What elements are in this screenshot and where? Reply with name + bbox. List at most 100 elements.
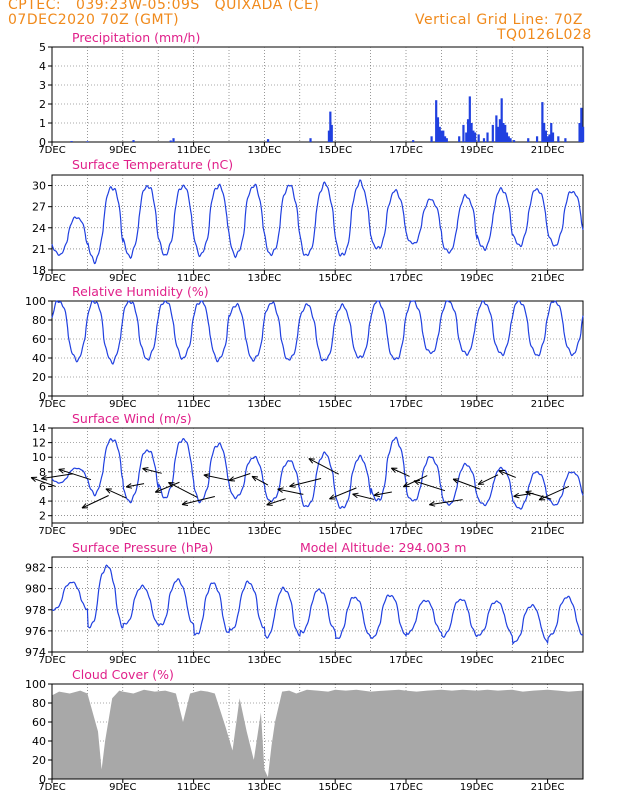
- series-line: [51, 436, 584, 510]
- precip-bar: [462, 124, 465, 142]
- panel-5: [48, 556, 584, 656]
- x-tick-label: 9DEC: [109, 782, 136, 793]
- y-tick-label: 976: [25, 625, 46, 638]
- wind-vector: [126, 483, 145, 488]
- series-line: [51, 300, 584, 365]
- y-tick-label: 982: [25, 562, 46, 575]
- x-tick-label: 11DEC: [177, 655, 211, 666]
- panel-annotation: Model Altitude: 294.003 m: [300, 540, 466, 555]
- x-tick-label: 15DEC: [318, 145, 352, 156]
- wind-arrowhead: [498, 470, 505, 476]
- y-tick-label: 8: [39, 466, 46, 479]
- wind-vector: [203, 474, 233, 482]
- precip-bar: [465, 132, 468, 142]
- wind-vector: [308, 458, 339, 475]
- x-tick-label: 19DEC: [460, 399, 494, 410]
- cloud-area: [52, 689, 583, 779]
- wind-arrowhead: [277, 487, 284, 493]
- wind-vector: [429, 499, 463, 506]
- wind-vector: [168, 482, 198, 498]
- wind-vector: [513, 492, 534, 497]
- wind-vector: [266, 498, 286, 506]
- wind-arrowhead: [477, 479, 485, 485]
- wind-vector: [498, 470, 516, 478]
- precip-bar: [504, 124, 507, 142]
- precip-bar: [86, 141, 89, 142]
- x-tick-label: 19DEC: [460, 526, 494, 537]
- precip-bar: [541, 102, 544, 142]
- precip-bar: [548, 134, 551, 142]
- wind-arrowhead: [373, 491, 380, 498]
- wind-arrowhead: [538, 495, 546, 501]
- precip-bar: [498, 119, 502, 142]
- wind-vector: [352, 493, 375, 500]
- x-tick-label: 13DEC: [248, 526, 282, 537]
- wind-vector: [41, 473, 74, 480]
- precip-bar: [557, 136, 560, 142]
- y-tick-label: 60: [32, 716, 46, 729]
- panel-title: Surface Pressure (hPa): [72, 540, 213, 555]
- y-tick-label: 3: [39, 79, 46, 92]
- precip-bar: [430, 136, 433, 142]
- precip-bar: [551, 132, 555, 142]
- y-tick-label: 980: [25, 583, 46, 596]
- x-tick-label: 19DEC: [460, 655, 494, 666]
- y-tick-label: 100: [25, 295, 46, 308]
- precip-bar: [497, 126, 500, 142]
- precip-bar: [132, 140, 135, 142]
- x-tick-label: 21DEC: [531, 655, 565, 666]
- x-tick-label: 7DEC: [38, 782, 65, 793]
- y-tick-label: 20: [32, 754, 46, 767]
- precip-bar: [412, 140, 415, 142]
- wind-arrowhead: [329, 494, 336, 500]
- precip-bar: [474, 132, 477, 142]
- wind-vector: [277, 488, 304, 495]
- x-tick-label: 7DEC: [38, 399, 65, 410]
- precip-bar: [582, 126, 585, 142]
- y-tick-label: 100: [25, 678, 46, 691]
- header-grid-note: Vertical Grid Line: 70Z: [415, 12, 583, 28]
- x-tick-label: 13DEC: [248, 273, 282, 284]
- y-tick-label: 4: [39, 60, 46, 73]
- wind-arrowhead: [58, 468, 65, 474]
- x-tick-label: 9DEC: [109, 526, 136, 537]
- header-station: CPTEC: 039:23W-05:09S QUIXADA (CE): [8, 0, 320, 13]
- x-tick-label: 19DEC: [460, 145, 494, 156]
- panel-frame: [51, 300, 584, 397]
- x-tick-label: 7DEC: [38, 655, 65, 666]
- precip-bar: [491, 124, 494, 142]
- x-tick-label: 21DEC: [531, 782, 565, 793]
- wind-vector: [289, 478, 322, 487]
- x-tick-label: 11DEC: [177, 782, 211, 793]
- precip-bar: [169, 140, 172, 142]
- precip-bar: [500, 98, 503, 142]
- panel-2: [48, 174, 584, 274]
- wind-vector: [413, 480, 446, 492]
- x-tick-label: 9DEC: [109, 655, 136, 666]
- y-tick-label: 14: [32, 422, 46, 435]
- precip-bar: [544, 130, 548, 142]
- x-tick-label: 11DEC: [177, 145, 211, 156]
- x-tick-label: 11DEC: [177, 273, 211, 284]
- precip-bar: [470, 123, 473, 142]
- precip-bar: [507, 136, 510, 142]
- x-tick-label: 17DEC: [389, 782, 423, 793]
- wind-arrowhead: [308, 458, 315, 464]
- precip-bar: [440, 130, 443, 142]
- wind-arrowhead: [266, 500, 273, 506]
- header-code: TQ0126L028: [497, 27, 592, 43]
- precip-bar: [468, 96, 471, 142]
- precip-bar: [527, 138, 530, 142]
- precip-bar: [458, 136, 461, 142]
- precip-bar: [505, 132, 509, 142]
- wind-arrowhead: [413, 479, 420, 486]
- panel-4: [30, 427, 584, 527]
- precip-bar: [509, 138, 512, 142]
- wind-vector: [525, 491, 552, 500]
- precip-bar: [442, 130, 445, 142]
- y-tick-label: 1: [39, 117, 46, 130]
- x-tick-label: 7DEC: [38, 273, 65, 284]
- wind-vector: [105, 488, 127, 499]
- x-tick-label: 9DEC: [109, 399, 136, 410]
